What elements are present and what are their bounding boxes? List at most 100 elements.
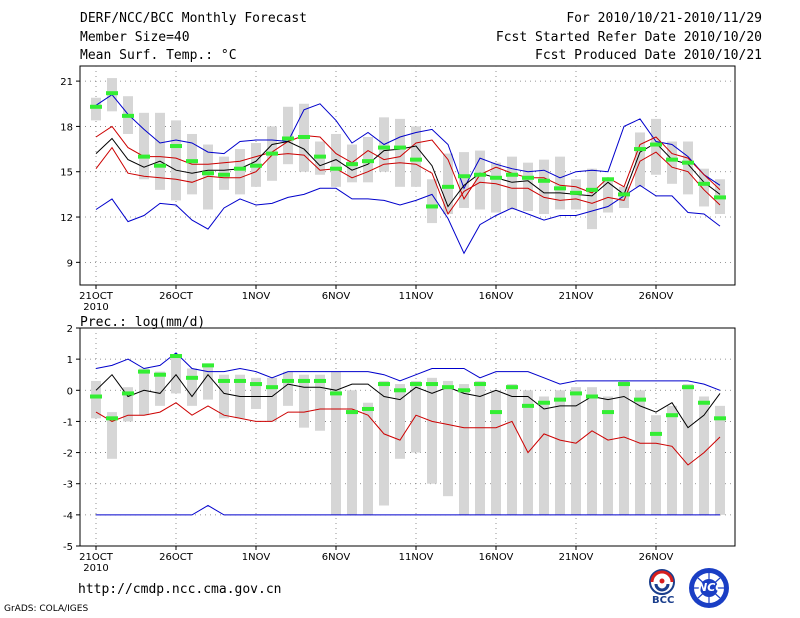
median-marker <box>186 159 198 164</box>
median-marker <box>682 385 694 390</box>
ensemble-box <box>235 149 245 195</box>
median-marker <box>298 378 310 383</box>
y-tick-label: -1 <box>63 417 73 428</box>
x-tick-label: 16NOV <box>479 552 514 563</box>
ensemble-box <box>379 380 389 506</box>
ensemble-box <box>155 112 165 190</box>
median-marker <box>250 382 262 387</box>
median-marker <box>602 410 614 415</box>
ensemble-box <box>667 141 677 184</box>
median-marker <box>202 171 214 176</box>
median-marker <box>426 382 438 387</box>
ensemble-box <box>219 374 229 419</box>
median-marker <box>346 410 358 415</box>
ensemble-box <box>299 374 309 428</box>
ensemble-box <box>347 390 357 515</box>
ensemble-box <box>315 374 325 431</box>
bcc-logo: BCC <box>640 568 684 608</box>
header-variable: Mean Surf. Temp.: °C <box>80 48 237 63</box>
ensemble-box <box>123 387 133 422</box>
y-tick-label: -2 <box>63 449 73 460</box>
median-marker <box>634 147 646 152</box>
header-title: DERF/NCC/BCC Monthly Forecast <box>80 11 307 26</box>
median-marker <box>506 385 518 390</box>
median-marker <box>714 416 726 421</box>
median-marker <box>218 172 230 177</box>
bcc-logo-text: BCC <box>652 595 675 606</box>
series-min <box>96 504 720 516</box>
ensemble-box <box>331 371 341 515</box>
median-marker <box>570 190 582 195</box>
ensemble-box <box>443 380 453 497</box>
median-marker <box>666 413 678 418</box>
x-tick-label: 26NOV <box>639 291 674 302</box>
ensemble-box <box>651 118 661 175</box>
median-marker <box>362 159 374 164</box>
ensemble-box <box>491 162 501 213</box>
x-tick-label: 1NOV <box>242 552 271 563</box>
median-marker <box>122 391 134 396</box>
x-tick-label: 21OCT <box>79 552 114 563</box>
median-marker <box>586 187 598 192</box>
median-marker <box>266 385 278 390</box>
ensemble-box <box>635 132 645 187</box>
header-member-size: Member Size=40 <box>80 30 190 45</box>
median-marker <box>154 372 166 377</box>
x-tick-label: 6NOV <box>322 291 351 302</box>
series-upper_envelope <box>95 352 721 391</box>
ensemble-box <box>459 152 469 208</box>
series-spread_lower <box>95 402 721 466</box>
ncc-logo: NCC <box>686 566 732 610</box>
ensemble-box <box>619 380 629 515</box>
ensemble-box <box>619 186 629 208</box>
ensemble-box <box>331 133 341 187</box>
ensemble-box <box>507 156 517 210</box>
median-marker <box>170 354 182 359</box>
median-marker <box>394 388 406 393</box>
median-marker <box>506 172 518 177</box>
ensemble-box <box>523 162 533 211</box>
series-spread_upper <box>95 125 721 200</box>
ensemble-box <box>507 384 517 515</box>
median-marker <box>234 166 246 171</box>
median-marker <box>522 403 534 408</box>
median-marker <box>474 172 486 177</box>
median-marker <box>122 113 134 118</box>
x-tick-label: 11NOV <box>399 552 434 563</box>
header-start-date: Fcst Started Refer Date 2010/10/20 <box>495 30 762 45</box>
x-year-label: 2010 <box>83 563 108 574</box>
ensemble-box <box>683 384 693 515</box>
ensemble-box <box>187 368 197 406</box>
median-marker <box>410 382 422 387</box>
median-marker <box>474 382 486 387</box>
ensemble-box <box>667 405 677 515</box>
x-tick-label: 21NOV <box>559 291 594 302</box>
ensemble-box <box>203 144 213 210</box>
y-tick-label: 18 <box>60 122 73 133</box>
median-marker <box>554 397 566 402</box>
footer-url[interactable]: http://cmdp.ncc.cma.gov.cn <box>78 582 282 597</box>
median-marker <box>202 363 214 368</box>
x-tick-label: 1NOV <box>242 291 271 302</box>
median-marker <box>218 378 230 383</box>
median-marker <box>330 166 342 171</box>
ensemble-box <box>395 118 405 187</box>
ensemble-box <box>539 159 549 215</box>
median-marker <box>378 145 390 150</box>
median-marker <box>458 388 470 393</box>
median-marker <box>442 184 454 189</box>
series-max <box>95 184 721 255</box>
median-marker <box>106 416 118 421</box>
ensemble-box <box>171 120 181 201</box>
ensemble-box <box>411 126 421 187</box>
median-marker <box>538 178 550 183</box>
median-marker <box>314 378 326 383</box>
x-tick-label: 21OCT <box>79 291 114 302</box>
y-tick-label: 21 <box>60 77 73 88</box>
ensemble-box <box>603 179 613 213</box>
x-year-label: 2010 <box>83 302 108 313</box>
x-tick-label: 16NOV <box>479 291 514 302</box>
median-marker <box>442 385 454 390</box>
ensemble-box <box>91 380 101 419</box>
